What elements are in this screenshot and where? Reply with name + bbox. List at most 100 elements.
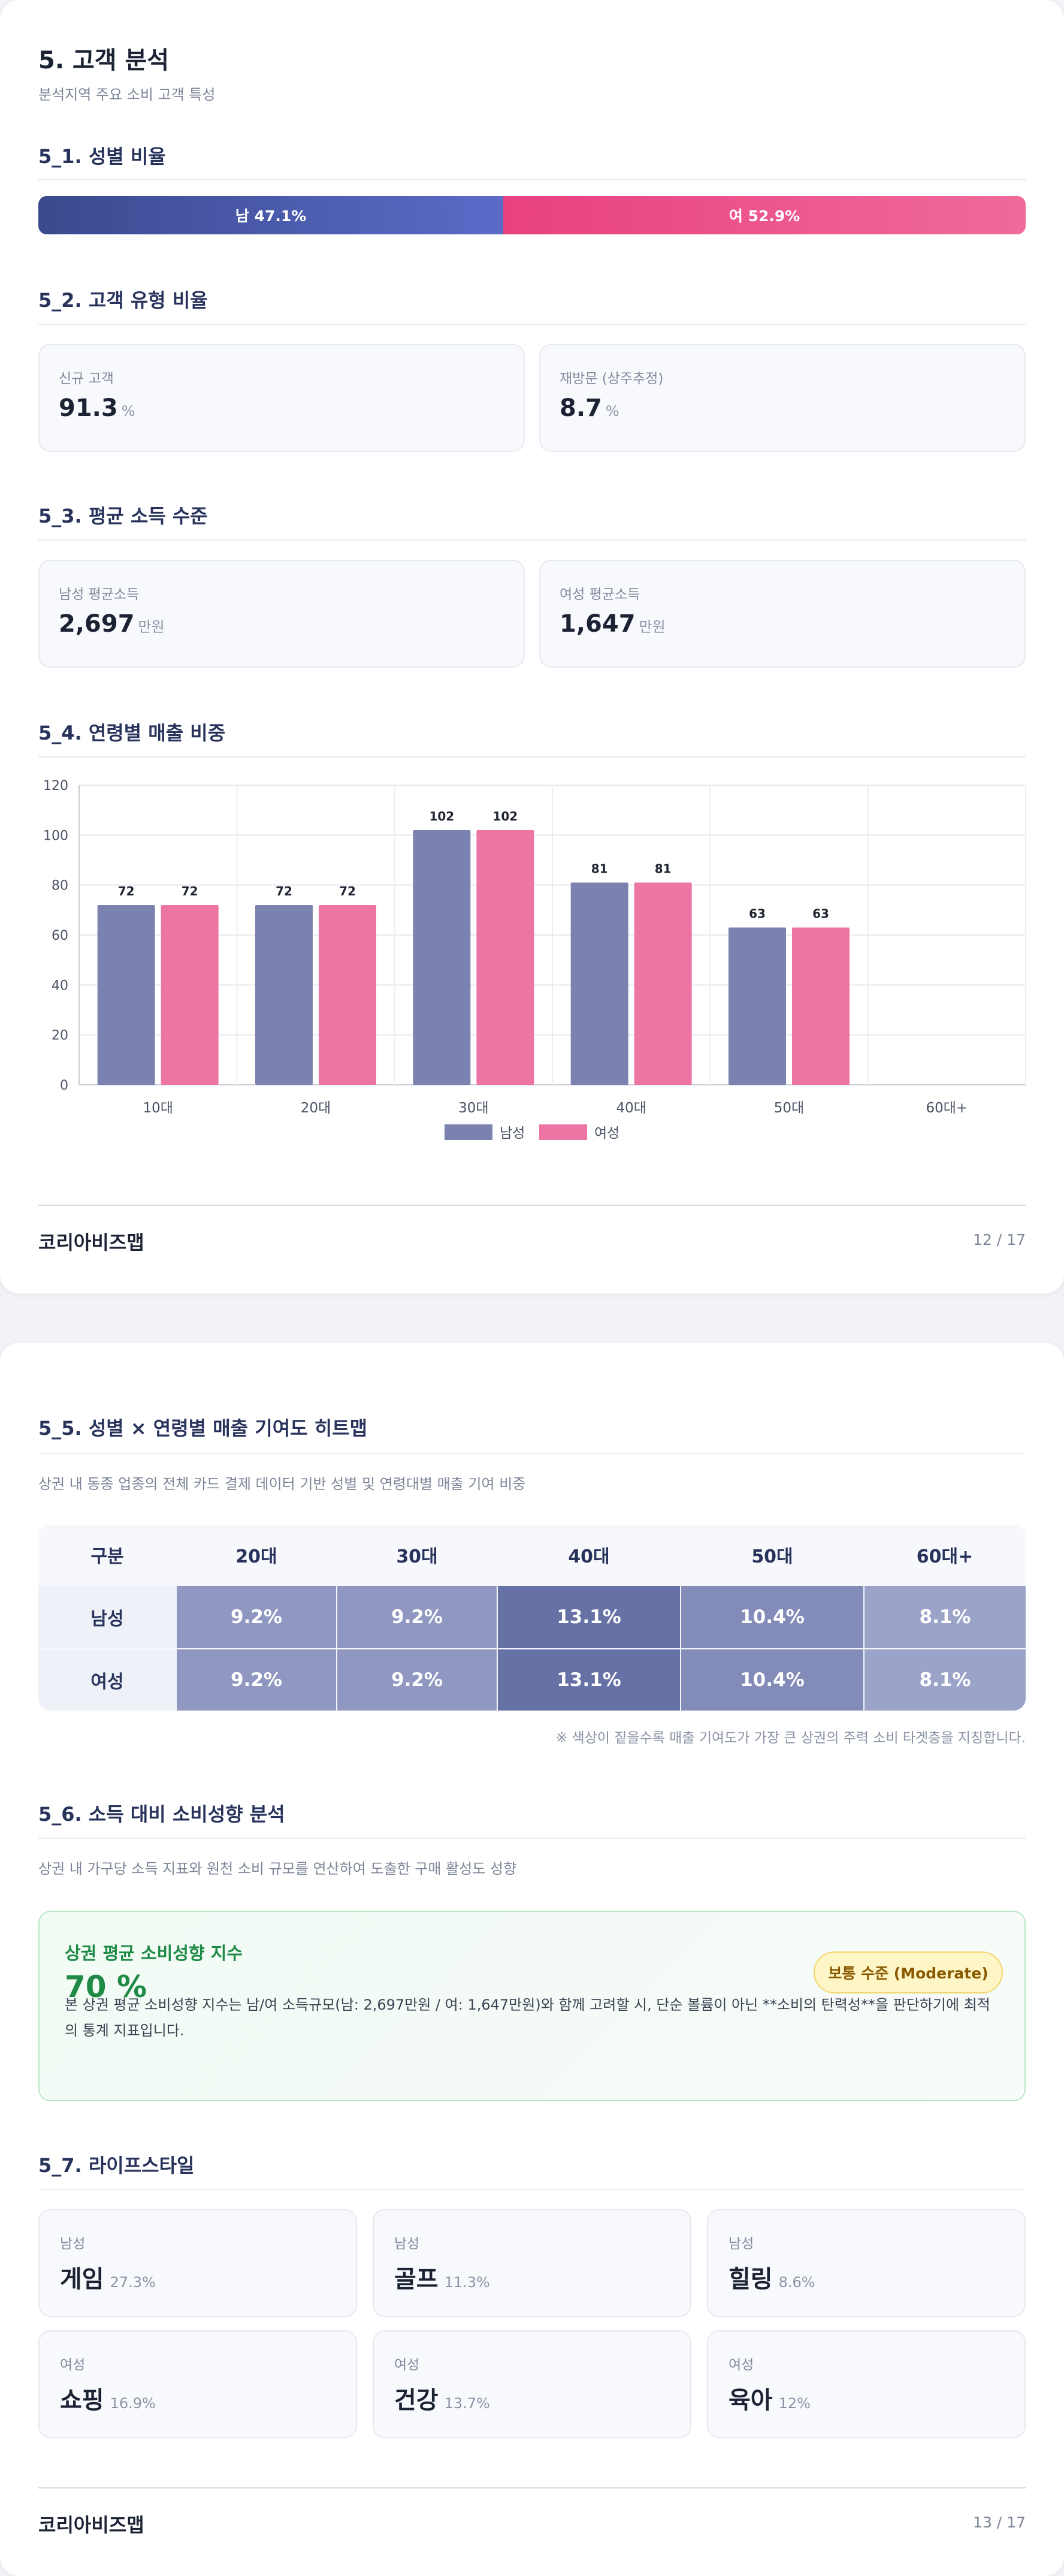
heatmap-cell: 10.4% [681, 1649, 863, 1711]
heatmap-col-header: 20대 [176, 1525, 337, 1585]
bar-female [792, 927, 850, 1085]
heatmap-cell: 13.1% [498, 1586, 680, 1648]
heatmap-cell: 13.1% [498, 1649, 680, 1711]
propensity-title: 5_6. 소득 대비 소비성향 분석 [38, 1803, 285, 1826]
heatmap-cell: 9.2% [337, 1649, 497, 1711]
heatmap-col-header: 30대 [337, 1525, 497, 1585]
footer-page-number: 12 / 17 [973, 1231, 1026, 1248]
lifestyle-name: 게임 [60, 2266, 104, 2293]
age-sales-chart: 0 20 40 60 80 100 120 72 72 10대 72 72 20대 102 102 30대 81… [24, 773, 1040, 1157]
lifestyle-percent: 12% [778, 2395, 811, 2412]
y-tick-label: 40 [52, 978, 68, 993]
lifestyle-name: 골프 [394, 2266, 439, 2293]
lifestyle-gender: 남성 [394, 2236, 420, 2252]
bar-male [255, 905, 313, 1085]
section-subtitle: 분석지역 주요 소비 고객 특성 [38, 86, 216, 103]
heatmap-note: ※ 색상이 짙을수록 매출 기여도가 가장 큰 상권의 주력 소비 타겟층을 지… [555, 1730, 1026, 1746]
income-title: 5_3. 평균 소득 수준 [38, 505, 208, 527]
y-tick-label: 100 [43, 828, 68, 843]
lifestyle-main: 골프 11.3% [394, 2260, 490, 2294]
lifestyle-gender: 여성 [60, 2357, 86, 2373]
lifestyle-gender: 여성 [394, 2357, 420, 2373]
gender-ratio-bar: 남 47.1% 여 52.9% [38, 196, 1026, 234]
lifestyle-gender: 남성 [729, 2236, 754, 2252]
lifestyle-percent: 11.3% [444, 2274, 490, 2291]
gender-bar-female: 여 52.9% [503, 196, 1026, 234]
gender-ratio-title: 5_1. 성별 비율 [38, 145, 166, 168]
divider [38, 756, 1026, 758]
heatmap-cell: 9.2% [177, 1586, 336, 1648]
gender-bar-male: 남 47.1% [38, 196, 504, 234]
bar-value-label: 72 [182, 884, 198, 898]
legend-label: 남성 [500, 1126, 525, 1141]
heatmap-cell: 8.1% [864, 1649, 1026, 1711]
lifestyle-gender: 여성 [729, 2357, 754, 2373]
x-tick-label: 10대 [143, 1100, 173, 1116]
heatmap-cell: 9.2% [337, 1586, 497, 1648]
lifestyle-card: 남성 힐링 8.6% [707, 2209, 1026, 2317]
stat-value: 2,697 만원 [59, 610, 165, 638]
propensity-value: 70 % [65, 1969, 147, 2004]
legend-swatch [539, 1124, 587, 1140]
stat-value: 1,647 만원 [560, 610, 666, 638]
heatmap-corner: 구분 [38, 1525, 176, 1585]
bar-male [413, 830, 471, 1085]
stat-unit: 만원 [138, 619, 165, 635]
bar-female [319, 905, 376, 1085]
stat-label: 재방문 (상주추정) [560, 371, 664, 387]
lifestyle-card: 여성 육아 12% [707, 2330, 1026, 2438]
bar-male [97, 905, 155, 1085]
lifestyle-percent: 8.6% [778, 2274, 815, 2291]
lifestyle-card: 여성 쇼핑 16.9% [38, 2330, 357, 2438]
bar-value-label: 72 [276, 884, 292, 898]
stat-number: 91.3 [59, 394, 118, 422]
x-tick-label: 60대+ [926, 1100, 968, 1116]
propensity-description: 본 상권 평균 소비성향 지수는 남/여 소득규모(남: 2,697만원 / 여… [65, 1996, 990, 2039]
footer-page-number: 13 / 17 [973, 2514, 1026, 2531]
stat-value: 8.7% [560, 394, 619, 422]
propensity-level-badge: 보통 수준 (Moderate) [814, 1951, 1003, 1993]
stat-value: 91.3% [59, 394, 135, 422]
lifestyle-main: 건강 13.7% [394, 2381, 490, 2415]
heatmap-col-header: 40대 [497, 1525, 681, 1585]
heatmap-subtitle: 상권 내 동종 업종의 전체 카드 결제 데이터 기반 성별 및 연령대별 매출… [38, 1476, 526, 1492]
propensity-box-title: 상권 평균 소비성향 지수 [65, 1943, 243, 1963]
stat-card-male-income: 남성 평균소득 2,697 만원 [38, 560, 525, 668]
stat-number: 2,697 [59, 610, 135, 638]
legend-label: 여성 [594, 1126, 619, 1141]
divider [38, 324, 1026, 325]
footer-brand: 코리아비즈맵 [38, 1231, 144, 1254]
bar-female [476, 830, 534, 1085]
stat-card-female-income: 여성 평균소득 1,647 만원 [539, 560, 1026, 668]
lifestyle-percent: 27.3% [110, 2274, 156, 2291]
divider [38, 539, 1026, 541]
lifestyle-name: 힐링 [729, 2266, 773, 2293]
bar-value-label: 72 [339, 884, 356, 898]
propensity-subtitle: 상권 내 가구당 소득 지표와 원천 소비 규모를 연산하여 도출한 구매 활성… [38, 1860, 517, 1877]
lifestyle-gender: 남성 [60, 2236, 86, 2252]
stat-label: 신규 고객 [59, 371, 114, 387]
divider [38, 179, 1026, 180]
lifestyle-main: 힐링 8.6% [729, 2260, 815, 2294]
heatmap-row-header-male: 남성 [38, 1586, 176, 1648]
heatmap-row-header-female: 여성 [38, 1649, 176, 1711]
x-tick-label: 30대 [458, 1100, 488, 1116]
lifestyle-name: 쇼핑 [60, 2387, 104, 2414]
divider [38, 2189, 1026, 2190]
bar-male [729, 927, 786, 1085]
lifestyle-card: 남성 골프 11.3% [373, 2209, 691, 2317]
stat-label: 남성 평균소득 [59, 587, 140, 602]
divider [38, 1838, 1026, 1839]
report-page-13: 5_5. 성별 × 연령별 매출 기여도 히트맵 상권 내 동종 업종의 전체 … [0, 1343, 1064, 2576]
y-tick-label: 120 [43, 779, 68, 794]
bar-value-label: 102 [492, 809, 518, 824]
x-tick-label: 50대 [774, 1100, 804, 1116]
y-tick-label: 0 [60, 1078, 68, 1093]
propensity-index-box: 상권 평균 소비성향 지수 70 % 보통 수준 (Moderate) 본 상권… [38, 1911, 1026, 2101]
bar-value-label: 81 [655, 862, 672, 876]
heatmap-title: 5_5. 성별 × 연령별 매출 기여도 히트맵 [38, 1417, 368, 1440]
bar-value-label: 63 [749, 907, 766, 921]
stat-unit: 만원 [639, 619, 666, 635]
lifestyle-name: 육아 [729, 2387, 773, 2414]
stat-label: 여성 평균소득 [560, 587, 640, 602]
